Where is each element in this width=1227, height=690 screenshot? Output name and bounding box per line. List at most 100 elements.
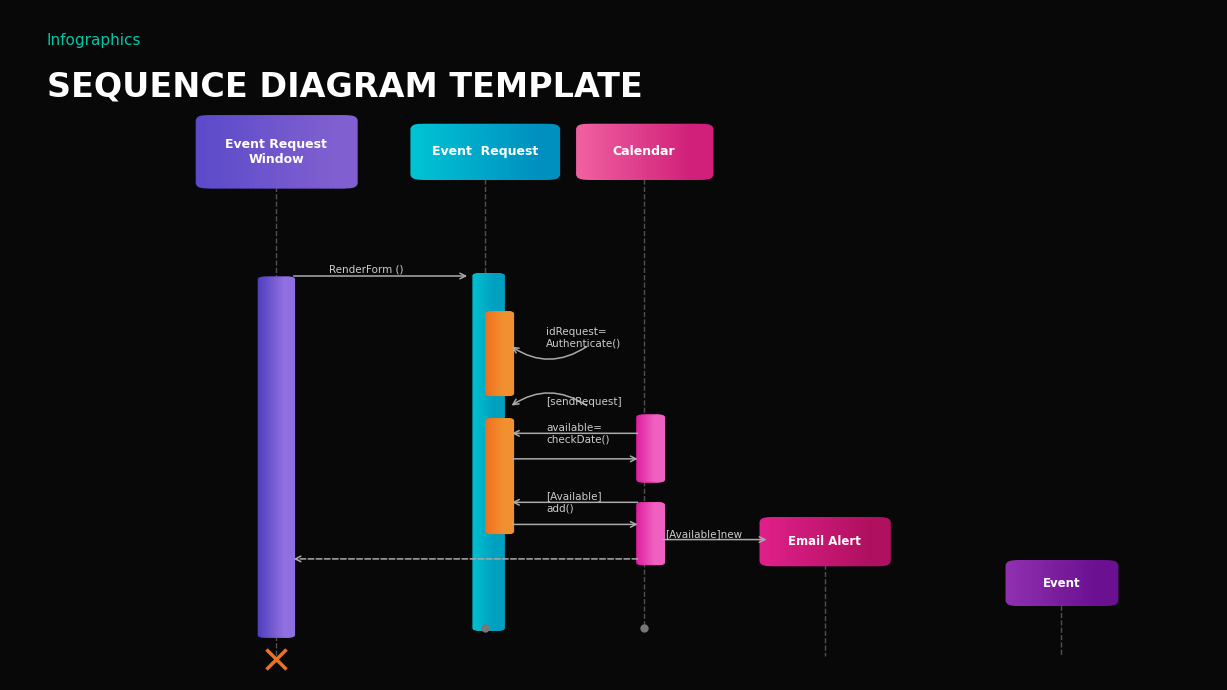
FancyBboxPatch shape <box>503 311 514 396</box>
Text: RenderForm (): RenderForm () <box>329 264 404 274</box>
FancyBboxPatch shape <box>233 115 259 188</box>
Text: [Available]
add(): [Available] add() <box>546 491 601 513</box>
FancyBboxPatch shape <box>645 415 656 482</box>
FancyBboxPatch shape <box>432 124 458 179</box>
FancyBboxPatch shape <box>681 124 706 179</box>
FancyBboxPatch shape <box>1052 560 1075 606</box>
FancyBboxPatch shape <box>637 415 648 482</box>
FancyBboxPatch shape <box>248 115 272 188</box>
FancyBboxPatch shape <box>488 311 501 396</box>
FancyBboxPatch shape <box>427 124 453 179</box>
FancyBboxPatch shape <box>637 502 649 565</box>
FancyBboxPatch shape <box>494 418 506 534</box>
FancyBboxPatch shape <box>323 115 348 188</box>
FancyBboxPatch shape <box>304 115 329 188</box>
FancyBboxPatch shape <box>627 124 652 179</box>
FancyBboxPatch shape <box>807 518 832 566</box>
Text: Infographics: Infographics <box>47 33 141 48</box>
FancyBboxPatch shape <box>277 277 290 638</box>
FancyBboxPatch shape <box>485 418 497 534</box>
FancyBboxPatch shape <box>1092 560 1115 606</box>
FancyBboxPatch shape <box>1036 560 1060 606</box>
FancyBboxPatch shape <box>1072 560 1097 606</box>
FancyBboxPatch shape <box>1039 560 1063 606</box>
FancyBboxPatch shape <box>483 124 509 179</box>
FancyBboxPatch shape <box>631 124 655 179</box>
FancyBboxPatch shape <box>833 518 858 566</box>
FancyBboxPatch shape <box>844 518 869 566</box>
FancyBboxPatch shape <box>475 124 501 179</box>
FancyBboxPatch shape <box>643 502 654 565</box>
FancyBboxPatch shape <box>595 124 620 179</box>
FancyBboxPatch shape <box>486 273 497 631</box>
FancyBboxPatch shape <box>270 277 281 638</box>
FancyBboxPatch shape <box>490 418 501 534</box>
FancyBboxPatch shape <box>496 124 521 179</box>
FancyBboxPatch shape <box>643 415 654 482</box>
FancyBboxPatch shape <box>670 124 694 179</box>
FancyBboxPatch shape <box>290 115 315 188</box>
FancyBboxPatch shape <box>285 115 310 188</box>
FancyBboxPatch shape <box>611 124 636 179</box>
FancyBboxPatch shape <box>591 124 616 179</box>
FancyBboxPatch shape <box>485 311 497 396</box>
FancyBboxPatch shape <box>243 115 269 188</box>
FancyBboxPatch shape <box>674 124 698 179</box>
FancyBboxPatch shape <box>642 124 667 179</box>
FancyBboxPatch shape <box>513 124 539 179</box>
FancyBboxPatch shape <box>205 115 231 188</box>
FancyBboxPatch shape <box>220 115 245 188</box>
FancyBboxPatch shape <box>782 518 806 566</box>
FancyBboxPatch shape <box>256 115 282 188</box>
FancyBboxPatch shape <box>499 418 510 534</box>
FancyBboxPatch shape <box>1006 560 1029 606</box>
FancyBboxPatch shape <box>491 418 502 534</box>
FancyBboxPatch shape <box>654 502 665 565</box>
FancyBboxPatch shape <box>648 415 660 482</box>
FancyBboxPatch shape <box>488 311 499 396</box>
FancyBboxPatch shape <box>648 502 659 565</box>
FancyBboxPatch shape <box>654 415 665 482</box>
FancyBboxPatch shape <box>410 124 436 179</box>
FancyBboxPatch shape <box>685 124 709 179</box>
FancyBboxPatch shape <box>499 418 512 534</box>
FancyBboxPatch shape <box>328 115 353 188</box>
FancyBboxPatch shape <box>1076 560 1099 606</box>
FancyBboxPatch shape <box>653 415 664 482</box>
FancyBboxPatch shape <box>483 273 494 631</box>
FancyBboxPatch shape <box>258 277 270 638</box>
FancyBboxPatch shape <box>604 124 628 179</box>
FancyBboxPatch shape <box>863 518 887 566</box>
FancyBboxPatch shape <box>481 273 493 631</box>
FancyBboxPatch shape <box>650 124 675 179</box>
FancyBboxPatch shape <box>318 115 344 188</box>
FancyBboxPatch shape <box>493 273 506 631</box>
FancyBboxPatch shape <box>650 502 661 565</box>
FancyBboxPatch shape <box>449 124 474 179</box>
FancyBboxPatch shape <box>848 518 872 566</box>
FancyBboxPatch shape <box>1060 560 1085 606</box>
FancyBboxPatch shape <box>665 124 690 179</box>
FancyBboxPatch shape <box>415 124 440 179</box>
FancyBboxPatch shape <box>280 277 291 638</box>
FancyBboxPatch shape <box>652 502 663 565</box>
FancyBboxPatch shape <box>491 311 502 396</box>
FancyBboxPatch shape <box>618 124 644 179</box>
FancyBboxPatch shape <box>499 311 512 396</box>
FancyBboxPatch shape <box>826 518 850 566</box>
FancyBboxPatch shape <box>518 124 544 179</box>
FancyBboxPatch shape <box>263 277 275 638</box>
FancyBboxPatch shape <box>454 124 479 179</box>
FancyBboxPatch shape <box>266 277 277 638</box>
FancyBboxPatch shape <box>1058 560 1082 606</box>
FancyBboxPatch shape <box>1067 560 1091 606</box>
FancyBboxPatch shape <box>649 415 660 482</box>
Text: available=
checkDate(): available= checkDate() <box>546 422 610 444</box>
FancyBboxPatch shape <box>461 124 487 179</box>
FancyBboxPatch shape <box>497 311 508 396</box>
FancyBboxPatch shape <box>485 273 496 631</box>
Text: Calendar: Calendar <box>612 146 676 158</box>
FancyBboxPatch shape <box>677 124 702 179</box>
FancyBboxPatch shape <box>440 124 466 179</box>
FancyBboxPatch shape <box>482 273 493 631</box>
